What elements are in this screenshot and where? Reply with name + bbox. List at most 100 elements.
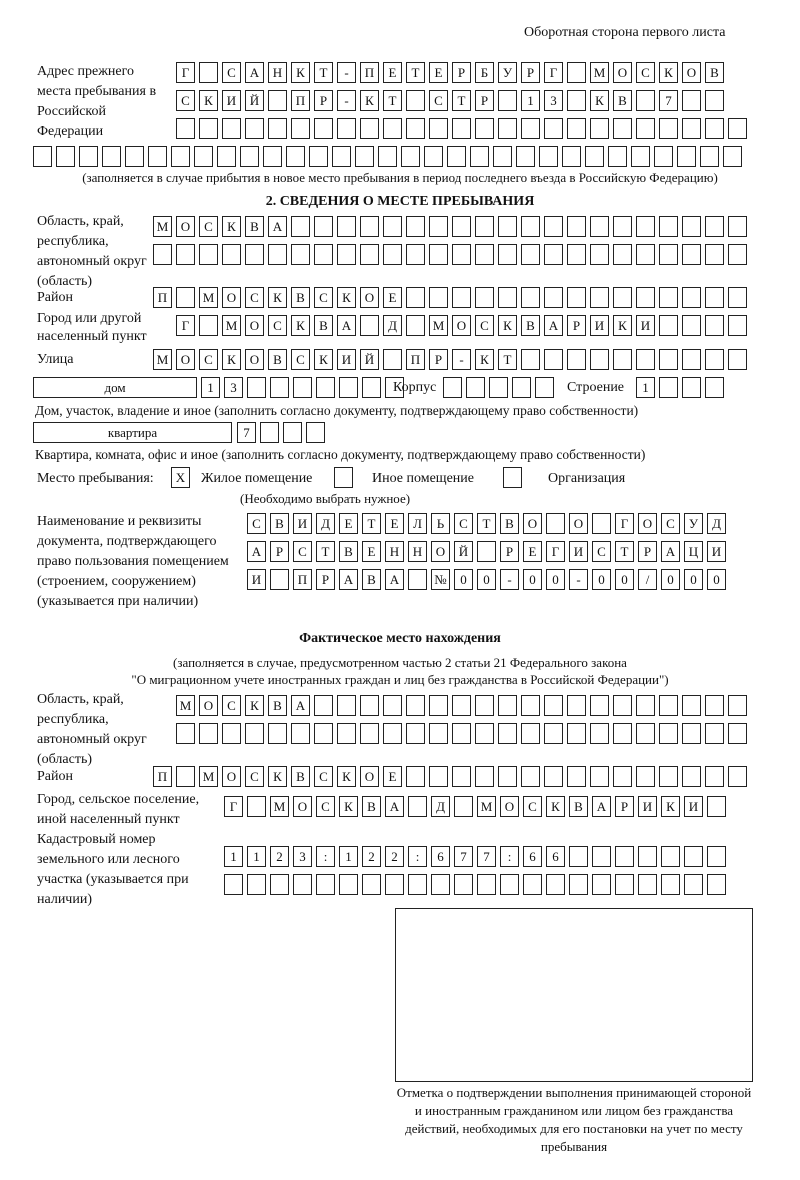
char-cell[interactable]: [700, 146, 719, 167]
char-cell[interactable]: [332, 146, 351, 167]
char-cell[interactable]: [454, 796, 473, 817]
char-cell[interactable]: Т: [498, 349, 517, 370]
char-cell[interactable]: [268, 90, 287, 111]
char-cell[interactable]: [314, 723, 333, 744]
char-cell[interactable]: [268, 723, 287, 744]
char-cell[interactable]: [636, 723, 655, 744]
char-cell[interactable]: [56, 146, 75, 167]
char-cell[interactable]: :: [408, 846, 427, 867]
char-cell[interactable]: А: [339, 569, 358, 590]
char-cell[interactable]: [475, 766, 494, 787]
char-cell[interactable]: О: [452, 315, 471, 336]
char-cell[interactable]: О: [293, 796, 312, 817]
char-cell[interactable]: [337, 118, 356, 139]
char-cell[interactable]: [260, 422, 279, 443]
char-cell[interactable]: [631, 146, 650, 167]
char-cell[interactable]: Й: [360, 349, 379, 370]
char-cell[interactable]: О: [360, 287, 379, 308]
char-cell[interactable]: С: [661, 513, 680, 534]
char-cell[interactable]: С: [475, 315, 494, 336]
char-cell[interactable]: В: [268, 695, 287, 716]
char-cell[interactable]: [684, 874, 703, 895]
char-cell[interactable]: Ь: [431, 513, 450, 534]
char-cell[interactable]: [217, 146, 236, 167]
char-cell[interactable]: В: [314, 315, 333, 336]
char-cell[interactable]: М: [153, 349, 172, 370]
char-cell[interactable]: [383, 349, 402, 370]
char-cell[interactable]: П: [406, 349, 425, 370]
char-cell[interactable]: [544, 287, 563, 308]
char-cell[interactable]: [516, 146, 535, 167]
char-cell[interactable]: 0: [661, 569, 680, 590]
char-cell[interactable]: [585, 146, 604, 167]
char-cell[interactable]: 1: [521, 90, 540, 111]
char-cell[interactable]: К: [475, 349, 494, 370]
char-cell[interactable]: [659, 315, 678, 336]
char-cell[interactable]: [408, 874, 427, 895]
char-cell[interactable]: -: [337, 90, 356, 111]
char-cell[interactable]: И: [590, 315, 609, 336]
char-cell[interactable]: С: [222, 695, 241, 716]
char-cell[interactable]: [383, 118, 402, 139]
char-cell[interactable]: [102, 146, 121, 167]
char-cell[interactable]: [728, 723, 747, 744]
char-cell[interactable]: [636, 349, 655, 370]
char-cell[interactable]: [498, 90, 517, 111]
char-cell[interactable]: 2: [385, 846, 404, 867]
char-cell[interactable]: [592, 846, 611, 867]
char-cell[interactable]: [406, 766, 425, 787]
char-cell[interactable]: И: [684, 796, 703, 817]
char-cell[interactable]: Й: [245, 90, 264, 111]
char-cell[interactable]: А: [544, 315, 563, 336]
char-cell[interactable]: [728, 287, 747, 308]
char-cell[interactable]: [408, 569, 427, 590]
char-cell[interactable]: 2: [270, 846, 289, 867]
char-cell[interactable]: 7: [237, 422, 256, 443]
char-cell[interactable]: [677, 146, 696, 167]
char-cell[interactable]: 1: [636, 377, 655, 398]
char-cell[interactable]: К: [613, 315, 632, 336]
char-cell[interactable]: [613, 349, 632, 370]
char-cell[interactable]: №: [431, 569, 450, 590]
char-cell[interactable]: Р: [638, 541, 657, 562]
char-cell[interactable]: [360, 244, 379, 265]
char-cell[interactable]: 7: [659, 90, 678, 111]
char-cell[interactable]: [498, 216, 517, 237]
char-cell[interactable]: [592, 513, 611, 534]
char-cell[interactable]: В: [705, 62, 724, 83]
char-cell[interactable]: [705, 315, 724, 336]
char-cell[interactable]: Н: [408, 541, 427, 562]
char-cell[interactable]: О: [176, 216, 195, 237]
house-type-field[interactable]: дом: [33, 377, 197, 398]
char-cell[interactable]: [728, 216, 747, 237]
char-cell[interactable]: 1: [224, 846, 243, 867]
char-cell[interactable]: С: [454, 513, 473, 534]
char-cell[interactable]: [705, 118, 724, 139]
char-cell[interactable]: [521, 349, 540, 370]
char-cell[interactable]: [475, 695, 494, 716]
char-cell[interactable]: [523, 874, 542, 895]
char-cell[interactable]: [636, 287, 655, 308]
char-cell[interactable]: [194, 146, 213, 167]
char-cell[interactable]: [705, 377, 724, 398]
char-cell[interactable]: Т: [314, 62, 333, 83]
char-cell[interactable]: К: [291, 315, 310, 336]
char-cell[interactable]: Н: [385, 541, 404, 562]
char-cell[interactable]: О: [360, 766, 379, 787]
char-cell[interactable]: [452, 766, 471, 787]
char-cell[interactable]: [429, 118, 448, 139]
char-cell[interactable]: :: [500, 846, 519, 867]
char-cell[interactable]: А: [291, 695, 310, 716]
char-cell[interactable]: [521, 216, 540, 237]
char-cell[interactable]: [385, 377, 404, 398]
char-cell[interactable]: [682, 695, 701, 716]
char-cell[interactable]: [728, 118, 747, 139]
char-cell[interactable]: [176, 766, 195, 787]
char-cell[interactable]: [613, 244, 632, 265]
char-cell[interactable]: [682, 244, 701, 265]
char-cell[interactable]: [544, 244, 563, 265]
char-cell[interactable]: [475, 287, 494, 308]
char-cell[interactable]: [590, 244, 609, 265]
char-cell[interactable]: С: [316, 796, 335, 817]
char-cell[interactable]: [659, 349, 678, 370]
